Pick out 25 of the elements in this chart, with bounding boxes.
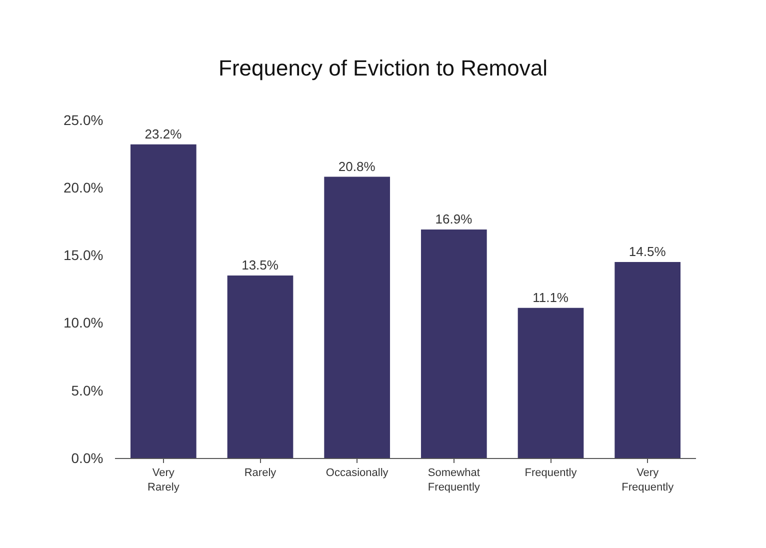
x-tick-label: Occasionally <box>326 467 389 480</box>
data-label: 14.5% <box>628 244 666 259</box>
y-tick-label: 10.0% <box>63 314 104 331</box>
y-tick-label: 5.0% <box>71 382 104 398</box>
bar <box>130 144 196 458</box>
x-tick-label: Very Rarely <box>148 467 180 494</box>
data-label: 13.5% <box>242 257 279 272</box>
x-tick-label: Frequently <box>524 467 578 480</box>
bar <box>420 230 487 458</box>
x-tick-label: Very Frequently <box>622 467 674 494</box>
chart-title: Frequency of Eviction to Removal <box>218 56 548 81</box>
y-tick-label: 20.0% <box>63 180 104 196</box>
bar <box>227 275 294 458</box>
x-tick-label: Rarely <box>244 467 277 480</box>
y-tick-label: 25.0% <box>63 112 104 128</box>
data-label: 20.8% <box>338 158 376 174</box>
bar <box>324 176 390 458</box>
data-label: 11.1% <box>532 290 569 305</box>
y-tick-label: 0.0% <box>71 450 104 466</box>
bar <box>614 262 681 458</box>
data-label: 23.2% <box>144 126 182 142</box>
bar <box>518 308 584 458</box>
y-tick-label: 15.0% <box>63 247 104 264</box>
x-tick-label: Somewhat Frequently <box>428 467 480 494</box>
data-label: 16.9% <box>435 212 473 227</box>
